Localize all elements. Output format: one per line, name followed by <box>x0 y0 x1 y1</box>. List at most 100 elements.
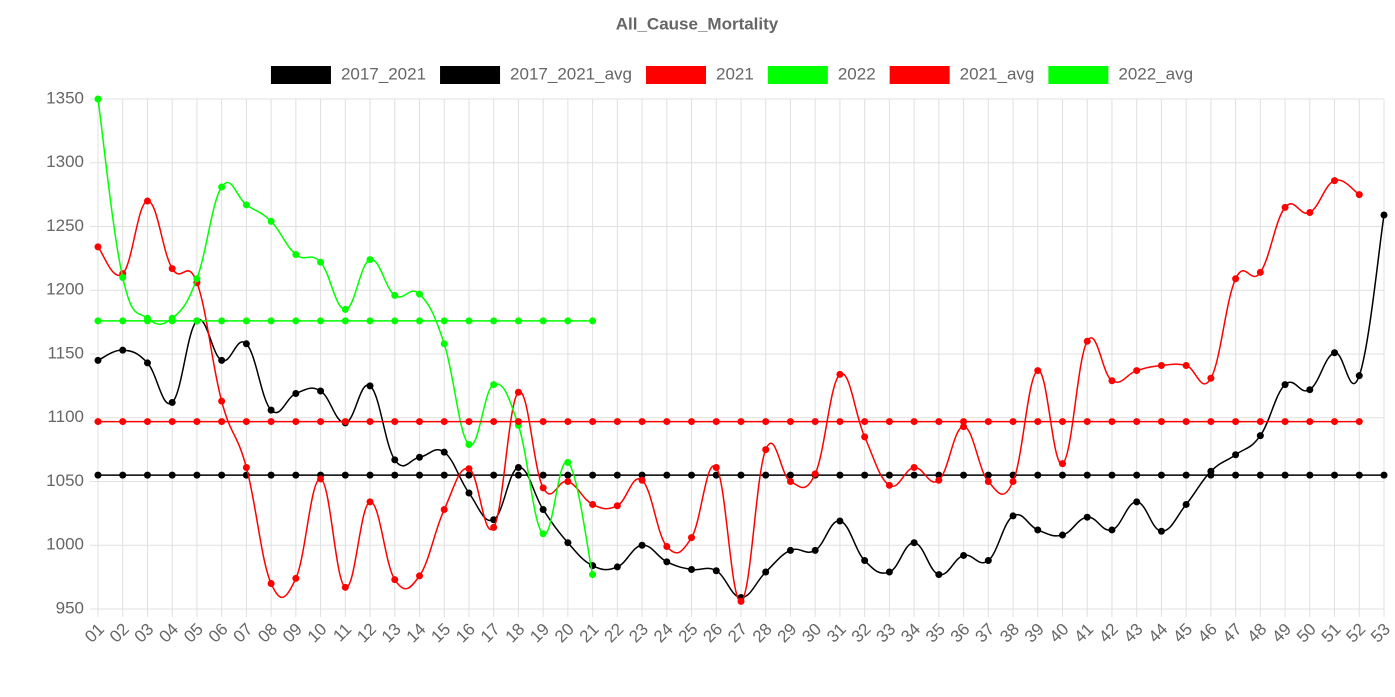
data-point <box>416 572 423 580</box>
data-point <box>143 197 151 205</box>
data-point <box>317 418 325 426</box>
data-point <box>267 471 275 479</box>
data-point <box>836 517 844 525</box>
data-point <box>168 317 176 325</box>
x-tick-label: 01 <box>81 620 108 647</box>
y-tick-label: 1050 <box>46 471 84 490</box>
data-point <box>490 471 498 479</box>
x-tick-label: 20 <box>551 620 578 647</box>
data-point <box>490 317 498 325</box>
data-point <box>341 583 349 591</box>
data-point <box>1331 471 1339 479</box>
data-point <box>1108 377 1116 385</box>
x-tick-label: 38 <box>996 620 1023 647</box>
data-point <box>984 418 992 426</box>
data-point <box>1034 471 1042 479</box>
x-tick-label: 36 <box>947 620 974 647</box>
data-point <box>1256 418 1264 426</box>
data-point <box>861 471 869 479</box>
data-point <box>613 502 621 510</box>
data-point <box>1034 526 1042 534</box>
data-point <box>267 317 275 325</box>
data-point <box>539 418 547 426</box>
legend: 2017_2021 2017_2021_avg 2021 2022 2021_avg 20… <box>270 64 1193 84</box>
x-tick-label: 02 <box>106 620 133 647</box>
data-point <box>1157 527 1165 535</box>
data-point <box>861 418 869 426</box>
data-point <box>341 418 349 426</box>
x-tick-label: 21 <box>576 620 603 647</box>
data-point <box>292 251 300 259</box>
data-point <box>861 557 869 565</box>
x-tick-label: 30 <box>798 620 825 647</box>
x-tick-label: 18 <box>502 620 529 647</box>
data-point <box>786 471 794 479</box>
data-point <box>836 418 844 426</box>
data-point <box>292 317 300 325</box>
data-point <box>589 418 597 426</box>
data-point <box>1182 500 1190 508</box>
data-point <box>1256 268 1264 276</box>
data-point <box>613 563 621 571</box>
data-point <box>1331 177 1339 185</box>
data-point <box>539 484 547 492</box>
x-tick-label: 06 <box>205 620 232 647</box>
data-point <box>1281 418 1289 426</box>
data-point <box>391 576 399 584</box>
x-tick-label: 25 <box>675 620 702 647</box>
data-point <box>811 470 819 478</box>
x-tick-label: 28 <box>749 620 776 647</box>
data-point <box>218 183 226 191</box>
data-point <box>762 418 770 426</box>
data-point <box>836 370 844 378</box>
data-point <box>885 471 893 479</box>
data-point <box>960 418 968 426</box>
data-point <box>589 471 597 479</box>
data-point <box>786 546 794 554</box>
y-tick-label: 1100 <box>47 407 84 426</box>
data-point <box>589 317 597 325</box>
x-tick-label: 40 <box>1046 620 1073 647</box>
data-point <box>317 475 325 483</box>
data-point <box>514 463 522 471</box>
legend-swatch <box>1048 66 1109 84</box>
x-tick-label: 35 <box>922 620 949 647</box>
data-point <box>688 471 696 479</box>
x-tick-label: 05 <box>180 620 207 647</box>
data-point <box>539 530 547 538</box>
data-point <box>1059 471 1066 479</box>
data-point <box>1232 418 1240 426</box>
data-point <box>688 565 696 573</box>
data-point <box>416 317 423 325</box>
data-point <box>1157 361 1165 369</box>
data-point <box>143 418 151 426</box>
legend-label: 2017_2021 <box>341 64 426 83</box>
data-point <box>1083 337 1091 345</box>
x-tick-label: 17 <box>477 620 504 647</box>
data-point <box>94 418 102 426</box>
x-tick-label: 41 <box>1070 620 1097 647</box>
data-point <box>762 446 770 454</box>
data-point <box>440 471 448 479</box>
data-point <box>366 498 374 506</box>
data-point <box>564 418 572 426</box>
x-tick-label: 39 <box>1021 620 1048 647</box>
data-point <box>267 406 275 414</box>
data-point <box>539 471 547 479</box>
data-point <box>341 471 349 479</box>
data-point <box>1108 526 1116 534</box>
data-point <box>737 418 745 426</box>
x-tick-label: 08 <box>254 620 281 647</box>
data-point <box>1182 361 1190 369</box>
data-point <box>317 387 325 395</box>
data-point <box>737 471 745 479</box>
data-point <box>193 317 201 325</box>
data-point <box>168 471 176 479</box>
legend-label: 2022 <box>838 64 876 83</box>
data-point <box>143 471 151 479</box>
data-point <box>1083 418 1091 426</box>
data-point <box>514 471 522 479</box>
data-point <box>935 418 943 426</box>
data-point <box>1009 478 1017 485</box>
data-point <box>935 476 943 484</box>
